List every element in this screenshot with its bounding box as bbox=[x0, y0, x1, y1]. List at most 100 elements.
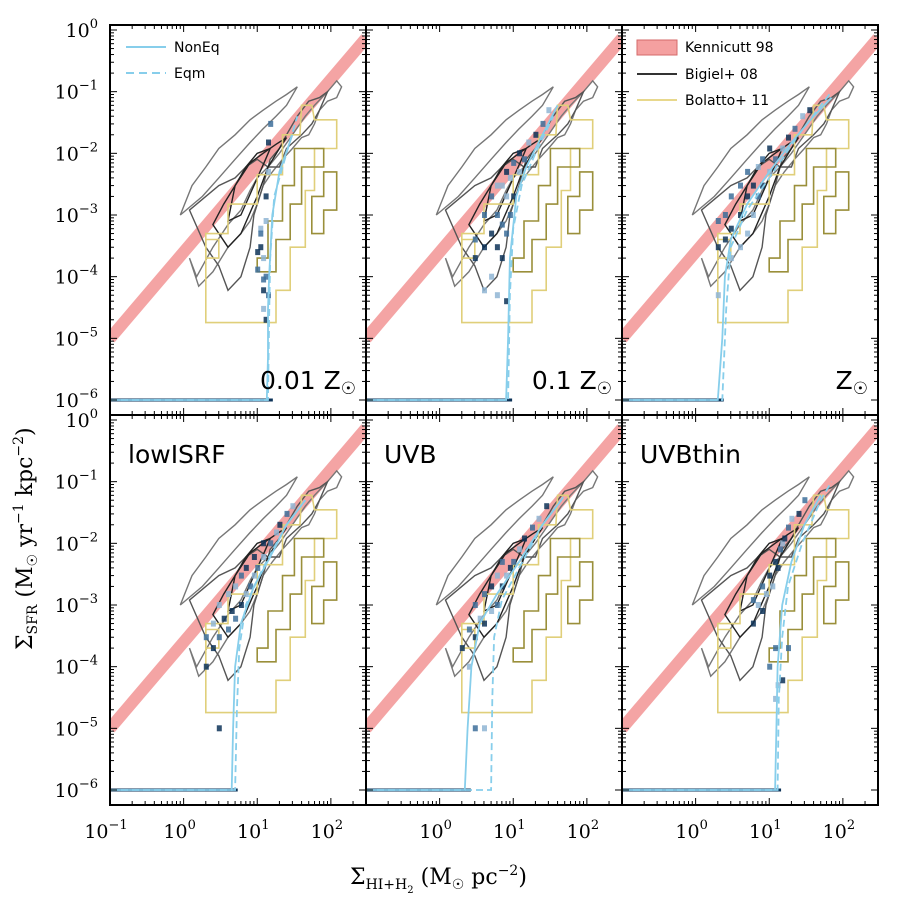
heatmap-cell bbox=[499, 221, 505, 228]
heatmap-cell bbox=[722, 212, 728, 218]
panel-label: UVB bbox=[384, 440, 437, 469]
x-title-sub: HI+H bbox=[366, 877, 408, 893]
heatmap-cell bbox=[786, 645, 791, 652]
kennicutt-band bbox=[110, 424, 366, 733]
bolatto-contour bbox=[512, 537, 581, 663]
bolatto-contour bbox=[205, 494, 338, 714]
heatmap-cell bbox=[499, 558, 505, 565]
y-tick-label: 100 bbox=[66, 17, 98, 42]
heatmap-cell bbox=[760, 182, 766, 189]
panel-frame bbox=[621, 414, 879, 806]
heatmap-cell bbox=[210, 620, 216, 627]
x-tick-label: 101 bbox=[749, 818, 781, 843]
heatmap-cell bbox=[533, 131, 539, 138]
x-tick-label: 101 bbox=[493, 818, 525, 843]
panel-label-value: 0.1 bbox=[532, 366, 580, 395]
heatmap-cell bbox=[482, 244, 487, 251]
heatmap-cell bbox=[745, 193, 751, 200]
heatmap-cell bbox=[472, 725, 478, 732]
x-title-unit-pc: pc bbox=[464, 865, 497, 890]
heatmap-cell bbox=[482, 725, 487, 732]
svg-text:ΣHI+H2 (M☉ pc−2): ΣHI+H2 (M☉ pc−2) bbox=[350, 863, 527, 896]
x-tick-label: 10−1 bbox=[84, 818, 127, 843]
heatmap-cell bbox=[258, 244, 264, 251]
heatmap-cell bbox=[728, 255, 734, 262]
heatmap-cell bbox=[767, 572, 773, 579]
heatmap-cell bbox=[459, 645, 465, 652]
heatmap-cell bbox=[494, 292, 500, 299]
x-axis-title: ΣHI+H2 (M☉ pc−2) bbox=[350, 863, 527, 896]
heatmap-cell bbox=[268, 540, 274, 547]
legend-eqm-label: Eqm bbox=[174, 66, 205, 82]
heatmap-cell bbox=[494, 244, 500, 251]
heatmap-cell bbox=[745, 168, 751, 175]
x-tick-label: 100 bbox=[675, 818, 707, 843]
heatmap-cell bbox=[216, 602, 222, 608]
heatmap-cell bbox=[472, 634, 478, 641]
bolatto-contour bbox=[256, 147, 325, 273]
heatmap-cell bbox=[216, 634, 222, 641]
heatmap-cell bbox=[780, 677, 786, 684]
kennicutt-band bbox=[366, 34, 622, 343]
envelope-contour bbox=[691, 476, 810, 606]
y-tick-label: 10−5 bbox=[55, 325, 98, 350]
panel-label: UVBthin bbox=[640, 440, 741, 469]
x-title-close: ) bbox=[518, 865, 527, 890]
heatmap-cell bbox=[494, 182, 500, 189]
heatmap-cell bbox=[715, 292, 721, 299]
kennicutt-band bbox=[622, 424, 878, 733]
heatmap-cell bbox=[261, 255, 267, 262]
heatmap-cell bbox=[263, 218, 269, 224]
heatmap-cell bbox=[792, 125, 798, 132]
y-title-unit-kpc: kpc bbox=[13, 457, 38, 504]
heatmap-cell bbox=[233, 583, 239, 590]
heatmap-cell bbox=[238, 602, 244, 608]
y-title-unit-yr: yr bbox=[13, 523, 38, 553]
eqm-curve bbox=[622, 481, 833, 791]
bolatto-contour bbox=[567, 561, 594, 625]
bolatto-contour bbox=[311, 171, 338, 235]
heatmap-cell bbox=[540, 120, 546, 127]
heatmap-cell bbox=[284, 510, 290, 517]
heatmap-cell bbox=[268, 120, 274, 127]
heatmap-cell bbox=[773, 558, 779, 565]
heatmap-cell bbox=[511, 558, 517, 565]
kennicutt-band bbox=[110, 34, 366, 343]
heatmap-cell bbox=[482, 287, 487, 294]
heatmap-cell bbox=[773, 645, 779, 652]
heatmap-cell bbox=[472, 255, 478, 262]
heatmap-cell bbox=[489, 230, 495, 237]
panel-label: Z☉ bbox=[836, 366, 868, 399]
heatmap-cell bbox=[255, 249, 261, 256]
heatmap-cell bbox=[489, 273, 495, 280]
heatmap-cell bbox=[775, 564, 781, 571]
y-tick-label: 10−4 bbox=[55, 264, 98, 289]
x-tick-label: 102 bbox=[311, 818, 343, 843]
heatmap-cell bbox=[489, 583, 495, 590]
kennicutt-band bbox=[366, 424, 622, 733]
bolatto-contour bbox=[461, 628, 476, 649]
bolatto-contour bbox=[512, 147, 581, 273]
y-tick-label: 10−3 bbox=[55, 202, 98, 227]
kennicutt-band bbox=[622, 34, 878, 343]
sun-symbol-icon: ☉ bbox=[597, 379, 612, 399]
heatmap-cell bbox=[216, 725, 222, 732]
panel-label: lowISRF bbox=[128, 440, 226, 469]
heatmap-cell bbox=[763, 591, 769, 598]
y-tick-label: 10−4 bbox=[55, 654, 98, 679]
bolatto-contour bbox=[823, 171, 850, 235]
heatmap-cell bbox=[522, 535, 527, 542]
bolatto-contour bbox=[311, 561, 338, 625]
heatmap-cell bbox=[233, 615, 239, 622]
heatmap-cell bbox=[517, 150, 523, 157]
panel-1: 0.01 Z☉ bbox=[109, 24, 367, 416]
panel-3: Z☉ bbox=[621, 24, 879, 416]
envelope-contour bbox=[435, 86, 554, 216]
envelope-contour bbox=[188, 79, 343, 288]
bolatto-contour bbox=[461, 494, 594, 714]
heatmap-cell bbox=[263, 316, 269, 323]
heatmap-cell bbox=[780, 145, 786, 152]
heatmap-cell bbox=[786, 134, 791, 141]
heatmap-cell bbox=[755, 164, 761, 170]
